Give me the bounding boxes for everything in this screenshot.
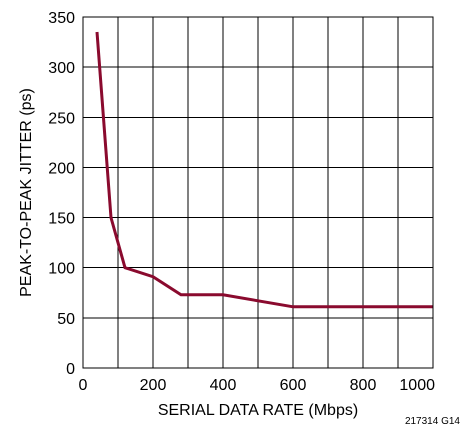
x-axis-ticks: 0 200 400 600 800 1000	[79, 377, 436, 394]
y-tick-label: 50	[57, 311, 75, 328]
y-tick-label: 100	[48, 261, 75, 278]
x-tick-label: 400	[210, 377, 237, 394]
plot-frame	[82, 16, 434, 369]
y-tick-label: 150	[48, 211, 75, 228]
x-tick-label: 200	[140, 377, 167, 394]
x-tick-label: 1000	[399, 377, 435, 394]
y-tick-label: 300	[48, 60, 75, 77]
data-series	[95, 31, 434, 309]
grid-lines	[83, 17, 433, 368]
x-tick-label: 600	[280, 377, 307, 394]
y-tick-label: 0	[66, 361, 75, 378]
y-axis-title: PEAK-TO-PEAK JITTER (ps)	[18, 88, 35, 297]
series-line	[95, 31, 433, 309]
x-axis-title: SERIAL DATA RATE (Mbps)	[158, 402, 358, 419]
y-tick-label: 350	[48, 10, 75, 27]
y-tick-label: 200	[48, 160, 75, 177]
y-tick-label: 250	[48, 110, 75, 127]
x-tick-label: 0	[79, 377, 88, 394]
y-axis-ticks: 0 50 100 150 200 250 300 350	[48, 10, 75, 378]
x-tick-label: 800	[350, 377, 377, 394]
figure-code: 217314 G14	[405, 416, 460, 427]
